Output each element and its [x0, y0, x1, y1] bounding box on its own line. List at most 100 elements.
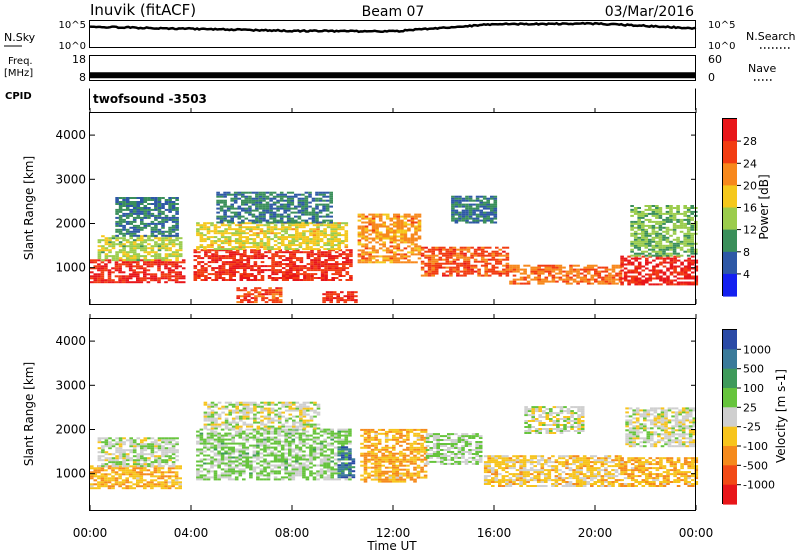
power-cell	[279, 221, 284, 224]
power-cell	[683, 273, 688, 276]
power-cell	[260, 265, 265, 268]
power-cell	[228, 273, 233, 276]
power-cell	[140, 197, 144, 199]
power-cell	[206, 244, 211, 247]
velocity-cell	[305, 466, 310, 469]
power-cell	[111, 279, 115, 282]
velocity-cell	[118, 465, 122, 468]
power-cell	[211, 273, 215, 276]
velocity-cell	[115, 451, 119, 454]
power-cell	[403, 229, 408, 232]
velocity-cell	[217, 434, 221, 437]
velocity-cell	[199, 460, 204, 463]
power-cell	[272, 207, 277, 210]
power-cell	[161, 247, 165, 250]
power-cell	[332, 297, 337, 300]
power-cell	[445, 266, 450, 269]
power-cell	[301, 219, 305, 222]
power-cell	[280, 242, 285, 245]
power-cell	[396, 227, 401, 230]
power-cell	[611, 270, 616, 273]
power-cell	[491, 258, 496, 261]
power-cell	[258, 205, 263, 208]
power-cell	[329, 197, 333, 200]
power-cell	[132, 232, 137, 235]
power-cell	[255, 201, 259, 204]
power-cell	[167, 277, 172, 280]
velocity-cell	[175, 459, 179, 462]
power-cell	[371, 229, 376, 232]
power-cell	[115, 243, 119, 246]
power-cell	[295, 232, 299, 235]
power-cell	[364, 253, 369, 256]
power-cell	[648, 254, 652, 257]
power-cell	[143, 275, 147, 278]
power-cell	[243, 299, 248, 302]
power-cell	[620, 265, 624, 268]
velocity-cell	[196, 476, 200, 479]
velocity-cell	[118, 477, 122, 480]
power-cell	[590, 276, 595, 279]
power-cell	[375, 261, 379, 264]
velocity-cell	[330, 444, 334, 447]
power-cell	[283, 193, 287, 196]
velocity-cell	[206, 448, 211, 451]
power-cell	[618, 274, 623, 277]
power-cell	[400, 239, 404, 242]
velocity-cell	[273, 456, 278, 459]
power-cell	[157, 230, 162, 233]
power-cell	[686, 208, 691, 211]
power-cell	[382, 245, 386, 248]
power-cell	[569, 276, 573, 279]
power-cell	[143, 257, 148, 260]
power-cell	[289, 263, 293, 266]
power-cell	[586, 268, 591, 271]
velocity-cell	[280, 446, 285, 449]
power-cell	[154, 241, 158, 244]
velocity-cell	[231, 462, 235, 465]
power-cell	[230, 211, 234, 214]
velocity-cell	[118, 461, 123, 464]
power-cell	[317, 251, 321, 254]
velocity-cell	[238, 470, 243, 473]
power-cell	[633, 240, 638, 243]
power-cell	[463, 274, 467, 277]
velocity-cell	[93, 471, 98, 474]
power-cell	[662, 212, 666, 215]
power-cell	[679, 246, 684, 249]
velocity-cell	[210, 430, 214, 433]
power-cell	[498, 272, 503, 275]
velocity-cell	[316, 438, 320, 441]
velocity-cell	[309, 458, 313, 461]
power-cell	[132, 197, 137, 199]
velocity-cell	[316, 456, 320, 459]
power-cell	[666, 261, 670, 264]
velocity-cell	[140, 441, 144, 444]
velocity-cell	[199, 466, 204, 469]
power-cell	[385, 249, 390, 252]
power-cell	[254, 301, 258, 304]
velocity-cell	[238, 442, 243, 445]
velocity-cell	[256, 403, 261, 406]
power-cell	[296, 275, 300, 277]
power-cell	[228, 253, 233, 256]
power-cell	[250, 267, 254, 270]
velocity-cell	[217, 425, 222, 428]
velocity-cell	[288, 452, 292, 455]
power-cell	[295, 230, 299, 233]
power-cell	[417, 235, 422, 238]
velocity-cell	[210, 409, 215, 412]
power-cell	[490, 209, 494, 212]
velocity-cell	[249, 411, 254, 414]
power-cell	[160, 263, 165, 266]
velocity-cell	[213, 464, 218, 467]
velocity-cell	[252, 444, 257, 447]
power-cell	[250, 297, 255, 300]
velocity-cell	[305, 430, 310, 433]
power-cell	[338, 273, 343, 276]
power-cell	[325, 207, 330, 210]
power-cell	[114, 281, 119, 284]
power-cell	[414, 233, 418, 236]
power-cell	[143, 259, 148, 262]
power-cell	[264, 289, 269, 292]
